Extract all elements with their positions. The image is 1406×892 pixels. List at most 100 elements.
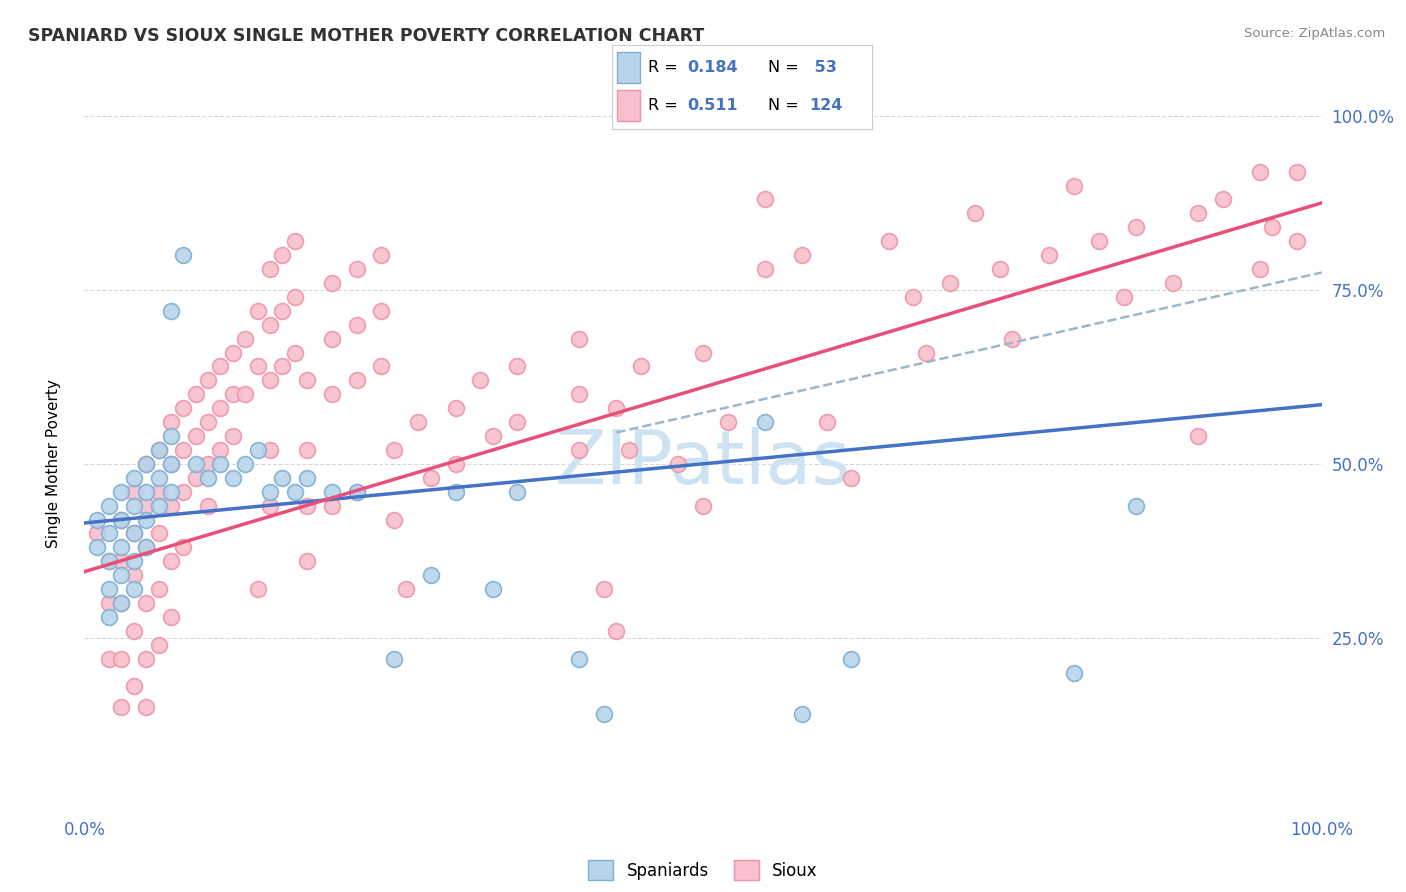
Point [135, 484, 157, 499]
Point [98, 610, 121, 624]
Point [382, 512, 405, 526]
Point [284, 290, 307, 304]
Y-axis label: Single Mother Poverty: Single Mother Poverty [46, 379, 60, 549]
Point [160, 415, 183, 429]
Point [259, 484, 281, 499]
Point [408, 415, 430, 429]
FancyBboxPatch shape [617, 53, 640, 83]
Point [568, 387, 591, 401]
Point [184, 457, 207, 471]
Point [172, 401, 194, 416]
Point [321, 387, 343, 401]
Point [1249, 262, 1271, 277]
Point [135, 499, 157, 513]
Point [617, 442, 640, 457]
Point [222, 345, 245, 359]
Point [444, 457, 467, 471]
Point [246, 442, 269, 457]
Point [160, 610, 183, 624]
Point [197, 373, 219, 387]
Point [197, 499, 219, 513]
Point [184, 429, 207, 443]
Point [110, 651, 132, 665]
Point [98, 554, 121, 568]
Point [284, 345, 307, 359]
Point [233, 332, 256, 346]
Point [160, 429, 183, 443]
Point [284, 234, 307, 248]
Point [1063, 178, 1085, 193]
Point [197, 457, 219, 471]
Point [1212, 193, 1234, 207]
Point [815, 415, 838, 429]
Point [1249, 164, 1271, 178]
Point [160, 457, 183, 471]
Point [295, 373, 318, 387]
Point [246, 303, 269, 318]
Point [110, 700, 132, 714]
Point [98, 582, 121, 596]
Point [209, 457, 232, 471]
Point [86, 512, 108, 526]
Point [692, 345, 714, 359]
Point [295, 442, 318, 457]
Point [754, 415, 776, 429]
Point [110, 568, 132, 582]
Point [1001, 332, 1024, 346]
Point [1187, 429, 1209, 443]
Point [506, 415, 529, 429]
Point [172, 442, 194, 457]
Point [717, 415, 740, 429]
Point [148, 638, 170, 652]
Point [148, 484, 170, 499]
Text: Source: ZipAtlas.com: Source: ZipAtlas.com [1244, 27, 1385, 40]
Point [1261, 220, 1284, 235]
Point [481, 429, 503, 443]
Point [148, 526, 170, 541]
Point [1161, 276, 1184, 290]
Point [172, 248, 194, 262]
Point [222, 387, 245, 401]
Point [98, 526, 121, 541]
Point [122, 484, 145, 499]
Point [122, 568, 145, 582]
Point [370, 303, 392, 318]
Point [122, 554, 145, 568]
Point [1125, 220, 1147, 235]
Point [284, 484, 307, 499]
Point [222, 429, 245, 443]
Point [841, 471, 863, 485]
Point [877, 234, 900, 248]
Point [135, 541, 157, 555]
Point [110, 541, 132, 555]
Point [346, 373, 368, 387]
Point [754, 193, 776, 207]
Point [754, 262, 776, 277]
Point [110, 596, 132, 610]
Point [419, 471, 441, 485]
Text: R =: R = [648, 60, 683, 75]
Point [295, 554, 318, 568]
Point [209, 359, 232, 374]
Point [246, 582, 269, 596]
Point [470, 373, 492, 387]
Point [593, 707, 616, 722]
Point [939, 276, 962, 290]
Text: ZIPatlas: ZIPatlas [555, 427, 851, 500]
Point [135, 512, 157, 526]
Text: SPANIARD VS SIOUX SINGLE MOTHER POVERTY CORRELATION CHART: SPANIARD VS SIOUX SINGLE MOTHER POVERTY … [28, 27, 704, 45]
Point [222, 471, 245, 485]
Point [568, 651, 591, 665]
Point [122, 526, 145, 541]
Point [370, 359, 392, 374]
Point [1125, 499, 1147, 513]
Point [259, 442, 281, 457]
Text: R =: R = [648, 98, 683, 113]
Point [122, 471, 145, 485]
Point [160, 499, 183, 513]
Point [790, 707, 813, 722]
Point [110, 554, 132, 568]
Point [135, 541, 157, 555]
Point [1088, 234, 1111, 248]
Point [903, 290, 925, 304]
